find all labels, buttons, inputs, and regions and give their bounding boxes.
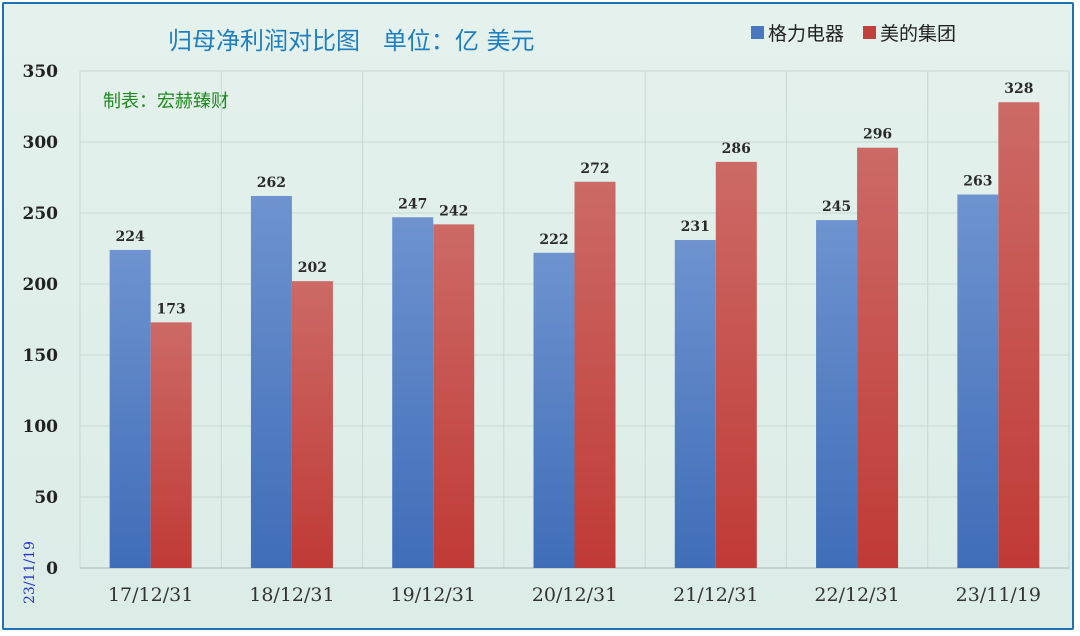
date-stamp: 23/11/19 [22,541,38,604]
data-label: 202 [298,260,327,276]
bar-series-1 [533,252,575,568]
data-label: 173 [157,301,186,317]
bar-series-2 [574,181,616,568]
bar-series-1 [392,217,434,568]
y-tick-label: 300 [23,133,59,153]
bar-series-1 [109,249,151,569]
legend-label-series-2: 美的集团 [880,23,956,45]
y-tick-label: 250 [23,204,59,224]
data-label: 272 [580,161,609,177]
y-axis-ticks: 0 50 100 150 200 250 300 350 [23,62,59,579]
legend: 格力电器 美的集团 [751,23,956,45]
bar-series-2 [715,161,757,568]
chart-title: 归母净利润对比图 单位：亿 美元 [168,27,535,55]
y-tick-label: 0 [46,559,58,579]
x-tick-label: 21/12/31 [673,584,758,606]
x-tick-label: 17/12/31 [108,584,193,606]
x-axis-ticks: 17/12/31 18/12/31 19/12/31 20/12/31 21/12/31… [108,584,1041,606]
data-label: 222 [539,232,568,248]
data-label: 245 [822,199,851,215]
data-label: 328 [1004,81,1033,97]
bar-series-1 [816,220,858,568]
bars [109,102,1040,569]
gridlines [79,70,1070,569]
y-tick-label: 150 [23,346,59,366]
legend-label-series-1: 格力电器 [768,23,844,45]
data-label: 231 [681,219,710,235]
bar-series-2 [433,224,475,569]
bar-series-1 [250,195,292,568]
data-label: 224 [116,229,145,245]
value-labels: 224 173 262 202 247 242 222 272 231 286 245 296 263 3… [116,81,1034,317]
data-label: 247 [398,196,427,212]
bar-series-1 [674,239,716,569]
legend-swatch-series-2 [863,26,876,39]
data-label: 263 [963,174,992,190]
data-label: 286 [722,141,751,157]
x-tick-label: 20/12/31 [532,584,617,606]
x-tick-label: 23/11/19 [956,584,1041,606]
bar-series-1 [957,194,999,569]
x-tick-label: 19/12/31 [391,584,476,606]
x-tick-label: 22/12/31 [814,584,899,606]
y-tick-label: 100 [23,417,59,437]
data-label: 262 [257,175,286,191]
y-tick-label: 200 [23,275,59,295]
data-label: 242 [439,203,468,219]
bar-series-2 [150,322,192,568]
x-tick-label: 18/12/31 [249,584,334,606]
legend-swatch-series-1 [751,26,764,39]
data-label: 296 [863,127,892,143]
bar-series-2 [998,102,1040,569]
bar-series-2 [857,147,899,568]
chart-maker-note: 制表：宏赫臻财 [103,91,229,112]
bar-series-2 [291,281,333,568]
y-tick-label: 50 [34,488,58,508]
y-tick-label: 350 [23,62,59,82]
